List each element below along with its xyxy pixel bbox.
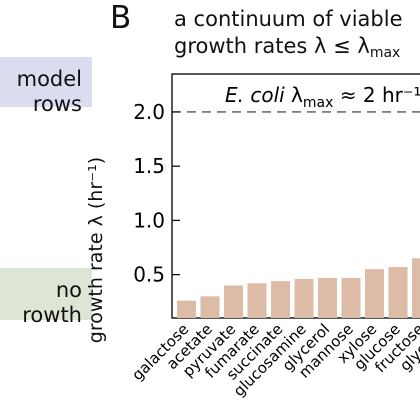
panel-title-line-2-sub: max	[369, 45, 401, 61]
model-grows-line-2: rows	[32, 92, 82, 116]
bar-glycerol	[318, 277, 337, 318]
bar-fructose	[412, 258, 420, 318]
ref-label-sub: max	[303, 95, 334, 111]
panel-title: a continuum of viable growth rates λ ≤ λ…	[174, 6, 403, 60]
bar-acetate	[200, 296, 220, 318]
bar-pyruvate	[224, 285, 243, 318]
emax-reference-label: E. coli λmax ≈ 2 hr⁻¹	[225, 83, 420, 111]
bars	[177, 258, 420, 318]
bar-glucosamine	[294, 278, 314, 318]
bar-mannose	[341, 277, 361, 318]
no-growth-line-1: no	[55, 278, 82, 302]
y-tick-label: 0.5	[133, 263, 165, 287]
y-tick-label: 1.5	[133, 154, 165, 178]
ref-label-tail: ≈ 2 hr⁻¹	[333, 83, 420, 107]
panel-letter: B	[110, 0, 132, 36]
no-growth-box: no rowth	[0, 268, 92, 327]
y-axis-ticks: 0.5 1.0 1.5 2.0	[133, 100, 180, 287]
bar-fumarate	[247, 283, 267, 318]
x-axis-labels: galactoseacetatepyruvatefumaratesuccinat…	[128, 320, 420, 400]
no-growth-line-2: rowth	[22, 303, 82, 327]
model-grows-line-1: model	[16, 67, 82, 91]
bar-glucose	[388, 267, 408, 318]
bar-galactose	[177, 300, 196, 318]
model-grows-box: model rows	[0, 57, 92, 116]
y-tick-label: 1.0	[133, 208, 165, 232]
y-axis-label: growth rate λ (hr⁻¹)	[85, 156, 107, 344]
panel-title-line-2: growth rates λ ≤ λmax	[174, 33, 403, 60]
y-tick-label: 2.0	[133, 100, 165, 124]
panel-title-line-2-text: growth rates λ ≤ λ	[174, 34, 370, 58]
bar-succinate	[271, 281, 290, 318]
ref-label-rest: λ	[285, 83, 303, 107]
bar-xylose	[365, 269, 384, 318]
panel-title-line-1: a continuum of viable	[174, 7, 403, 31]
ref-label-italic: E. coli	[225, 83, 285, 107]
